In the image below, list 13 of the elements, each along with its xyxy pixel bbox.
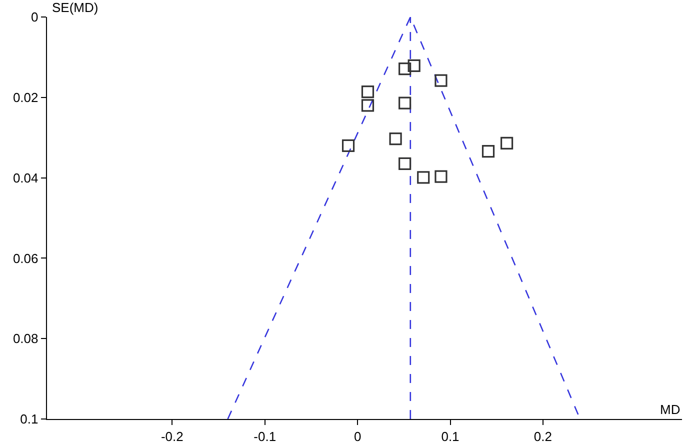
y-tick-label: 0.02: [12, 90, 38, 105]
y-tick-label: 0.1: [20, 412, 38, 427]
x-tick-label: -0.1: [254, 428, 276, 444]
x-tick-label: 0.1: [441, 428, 460, 444]
y-tick-label: 0: [31, 10, 38, 25]
x-tick-label: 0.2: [534, 428, 552, 444]
x-tick-label: 0: [354, 428, 362, 444]
y-tick-label: 0.06: [12, 250, 38, 266]
y-tick-label: 0.08: [12, 331, 38, 346]
x-axis-title: MD: [660, 402, 680, 417]
y-axis-title: SE(MD): [52, 0, 98, 15]
x-tick-label: -0.2: [160, 428, 184, 444]
y-tick-label: 0.04: [12, 170, 38, 186]
